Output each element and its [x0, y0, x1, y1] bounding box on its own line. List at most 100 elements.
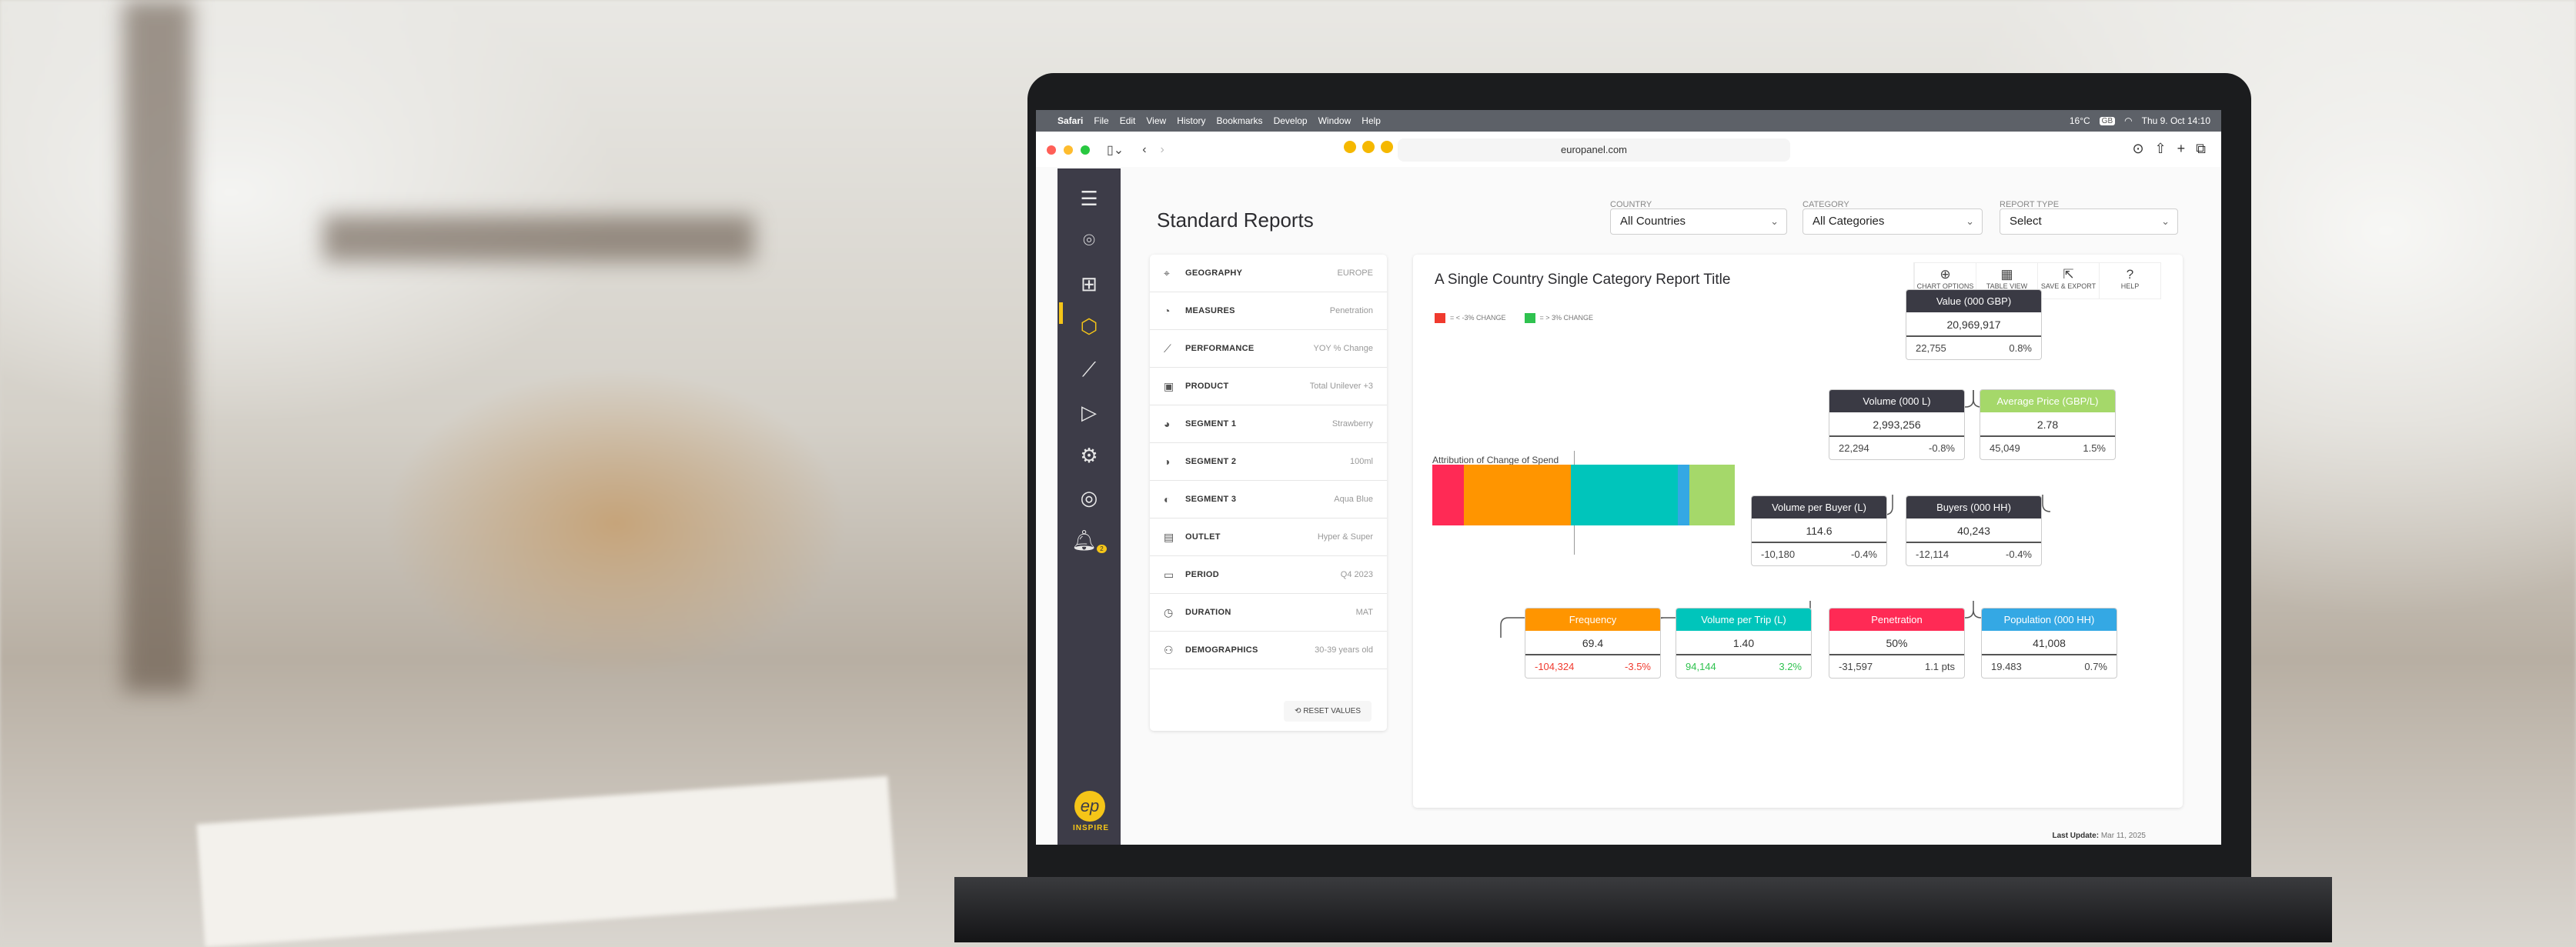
close-window-button[interactable] — [1047, 145, 1056, 155]
weather-status[interactable]: 16°C — [2069, 115, 2090, 126]
legend-label: = > 3% CHANGE — [1539, 313, 1594, 322]
inspire-logo[interactable]: ep INSPIRE — [1073, 791, 1108, 832]
row-icon: ◔ — [1164, 305, 1171, 317]
menu-item[interactable]: Develop — [1273, 115, 1308, 126]
filter-row[interactable]: ⟋ PERFORMANCE YOY % Change — [1150, 330, 1387, 368]
node-value: 114.6 — [1752, 519, 1886, 543]
node-pct-change: -0.4% — [2006, 549, 2032, 560]
filter-row[interactable]: ▭ PERIOD Q4 2023 — [1150, 556, 1387, 594]
dropdown-value: All Countries — [1620, 215, 1686, 228]
downloads-icon[interactable]: ⊙ — [2132, 141, 2144, 156]
filter-row[interactable]: ◑ SEGMENT 2 100ml — [1150, 443, 1387, 481]
chevron-down-icon: ⌄ — [1966, 215, 1974, 227]
menu-item[interactable]: Bookmarks — [1216, 115, 1263, 126]
filter-label: COUNTRY — [1610, 200, 1652, 209]
keyboard-layout[interactable]: GB — [2099, 116, 2116, 125]
grid-icon[interactable]: ⊞ — [1081, 272, 1098, 295]
share-icon[interactable]: ⇧ — [2154, 141, 2167, 156]
node-title: Volume per Trip (L) — [1676, 609, 1811, 631]
menu-item[interactable]: File — [1094, 115, 1109, 126]
user-icon[interactable]: ◎ — [1080, 486, 1098, 509]
wifi-icon[interactable]: ◠ — [2124, 115, 2133, 126]
zoom-window-button[interactable] — [1081, 145, 1090, 155]
row-icon: ◐ — [1164, 493, 1171, 505]
filter-dropdown[interactable]: Select ⌄ — [2000, 208, 2178, 235]
row-label: DEMOGRAPHICS — [1185, 645, 1258, 655]
extension-icon[interactable] — [1362, 141, 1375, 153]
tree-node[interactable]: Volume per Buyer (L) 114.6 -10,180 -0.4% — [1751, 495, 1887, 566]
node-title: Buyers (000 HH) — [1906, 496, 2041, 519]
tree-node[interactable]: Population (000 HH) 41,008 19.483 0.7% — [1981, 608, 2117, 679]
reports-icon[interactable]: ⬡ — [1080, 315, 1098, 338]
node-title: Value (000 GBP) — [1906, 290, 2041, 312]
filter-row[interactable]: ⚇ DEMOGRAPHICS 30-39 years old — [1150, 632, 1387, 669]
row-value: Strawberry — [1331, 419, 1373, 428]
row-value: 100ml — [1350, 457, 1373, 466]
node-footer: 94,144 3.2% — [1676, 655, 1811, 678]
extension-icon[interactable] — [1344, 141, 1356, 153]
back-icon[interactable]: ‹ — [1142, 143, 1147, 156]
safari-toolbar: ▯⌄ ‹ › europanel.com ⊙ ⇧ + ⧉ — [1036, 133, 2221, 167]
minimize-window-button[interactable] — [1064, 145, 1073, 155]
row-icon: ▤ — [1164, 530, 1174, 543]
settings-icon[interactable]: ⚙ — [1080, 444, 1098, 467]
node-abs-change: -10,180 — [1761, 549, 1796, 560]
bell-icon[interactable]: 🔔︎ 2 — [1057, 529, 1121, 553]
dropdown-value: All Categories — [1813, 215, 1885, 228]
menu-item[interactable]: View — [1146, 115, 1167, 126]
node-pct-change: -0.8% — [1929, 442, 1955, 454]
filter-row[interactable]: ▣ PRODUCT Total Unilever +3 — [1150, 368, 1387, 405]
menu-icon[interactable]: ☰ — [1080, 187, 1098, 210]
location-icon[interactable]: ⌾ — [1083, 228, 1095, 252]
tree-node[interactable]: Penetration 50% -31,597 1.1 pts — [1829, 608, 1965, 679]
filter-row[interactable]: ◷ DURATION MAT — [1150, 594, 1387, 632]
new-tab-icon[interactable]: + — [2177, 141, 2186, 156]
filter-row[interactable]: ◐ SEGMENT 3 Aqua Blue — [1150, 481, 1387, 519]
filter-row[interactable]: ⌖ GEOGRAPHY EUROPE — [1150, 255, 1387, 292]
menu-app[interactable]: Safari — [1057, 115, 1084, 126]
tool-button[interactable]: ? HELP — [2099, 263, 2160, 298]
legend-item: = > 3% CHANGE — [1524, 313, 1594, 323]
node-title: Volume (000 L) — [1829, 390, 1964, 412]
row-icon: ▭ — [1164, 568, 1174, 581]
video-icon[interactable]: ▷ — [1081, 401, 1097, 424]
tree-node[interactable]: Buyers (000 HH) 40,243 -12,114 -0.4% — [1906, 495, 2042, 566]
row-label: MEASURES — [1185, 306, 1235, 315]
menu-item[interactable]: Window — [1318, 115, 1351, 126]
filter-dropdown[interactable]: All Countries ⌄ — [1610, 208, 1787, 235]
clock[interactable]: Thu 9. Oct 14:10 — [2141, 115, 2210, 126]
tree-node[interactable]: Frequency 69.4 -104,324 -3.5% — [1525, 608, 1661, 679]
tool-button[interactable]: ⊕ CHART OPTIONS — [1914, 263, 1976, 298]
row-label: OUTLET — [1185, 532, 1221, 542]
row-icon: ⟋ — [1164, 342, 1171, 355]
node-abs-change: 19.483 — [1991, 661, 2022, 672]
node-pct-change: 1.1 pts — [1924, 661, 1955, 672]
tool-button[interactable]: ▦ TABLE VIEW — [1976, 263, 2037, 298]
tool-button[interactable]: ⇱ SAVE & EXPORT — [2037, 263, 2099, 298]
row-value: MAT — [1355, 608, 1373, 617]
tool-label: TABLE VIEW — [1986, 282, 2028, 290]
filter-row[interactable]: ▤ OUTLET Hyper & Super — [1150, 519, 1387, 556]
tree-node[interactable]: Value (000 GBP) 20,969,917 22,755 0.8% — [1906, 289, 2042, 360]
trend-icon[interactable]: ⟋ — [1081, 358, 1097, 381]
sidebar-toggle-icon[interactable]: ▯⌄ — [1107, 144, 1124, 157]
node-value: 2,993,256 — [1829, 412, 1964, 437]
menu-item[interactable]: Help — [1362, 115, 1381, 126]
tree-node[interactable]: Volume (000 L) 2,993,256 22,294 -0.8% — [1829, 389, 1965, 460]
menu-item[interactable]: History — [1177, 115, 1206, 126]
row-value: Penetration — [1329, 306, 1373, 315]
extension-icon[interactable] — [1381, 141, 1393, 153]
reset-values-button[interactable]: ⟲ RESET VALUES — [1284, 701, 1372, 722]
tabs-overview-icon[interactable]: ⧉ — [2196, 141, 2206, 156]
tree-node[interactable]: Average Price (GBP/L) 2.78 45,049 1.5% — [1980, 389, 2116, 460]
filter-row[interactable]: ◕ SEGMENT 1 Strawberry — [1150, 405, 1387, 443]
filter-dropdown[interactable]: All Categories ⌄ — [1803, 208, 1983, 235]
forward-icon[interactable]: › — [1160, 143, 1164, 156]
address-bar[interactable]: europanel.com — [1398, 138, 1790, 162]
filter-row[interactable]: ◔ MEASURES Penetration — [1150, 292, 1387, 330]
node-title: Population (000 HH) — [1982, 609, 2117, 631]
node-value: 40,243 — [1906, 519, 2041, 543]
tree-node[interactable]: Volume per Trip (L) 1.40 94,144 3.2% — [1676, 608, 1812, 679]
menu-item[interactable]: Edit — [1119, 115, 1136, 126]
row-value: Q4 2023 — [1340, 570, 1373, 579]
